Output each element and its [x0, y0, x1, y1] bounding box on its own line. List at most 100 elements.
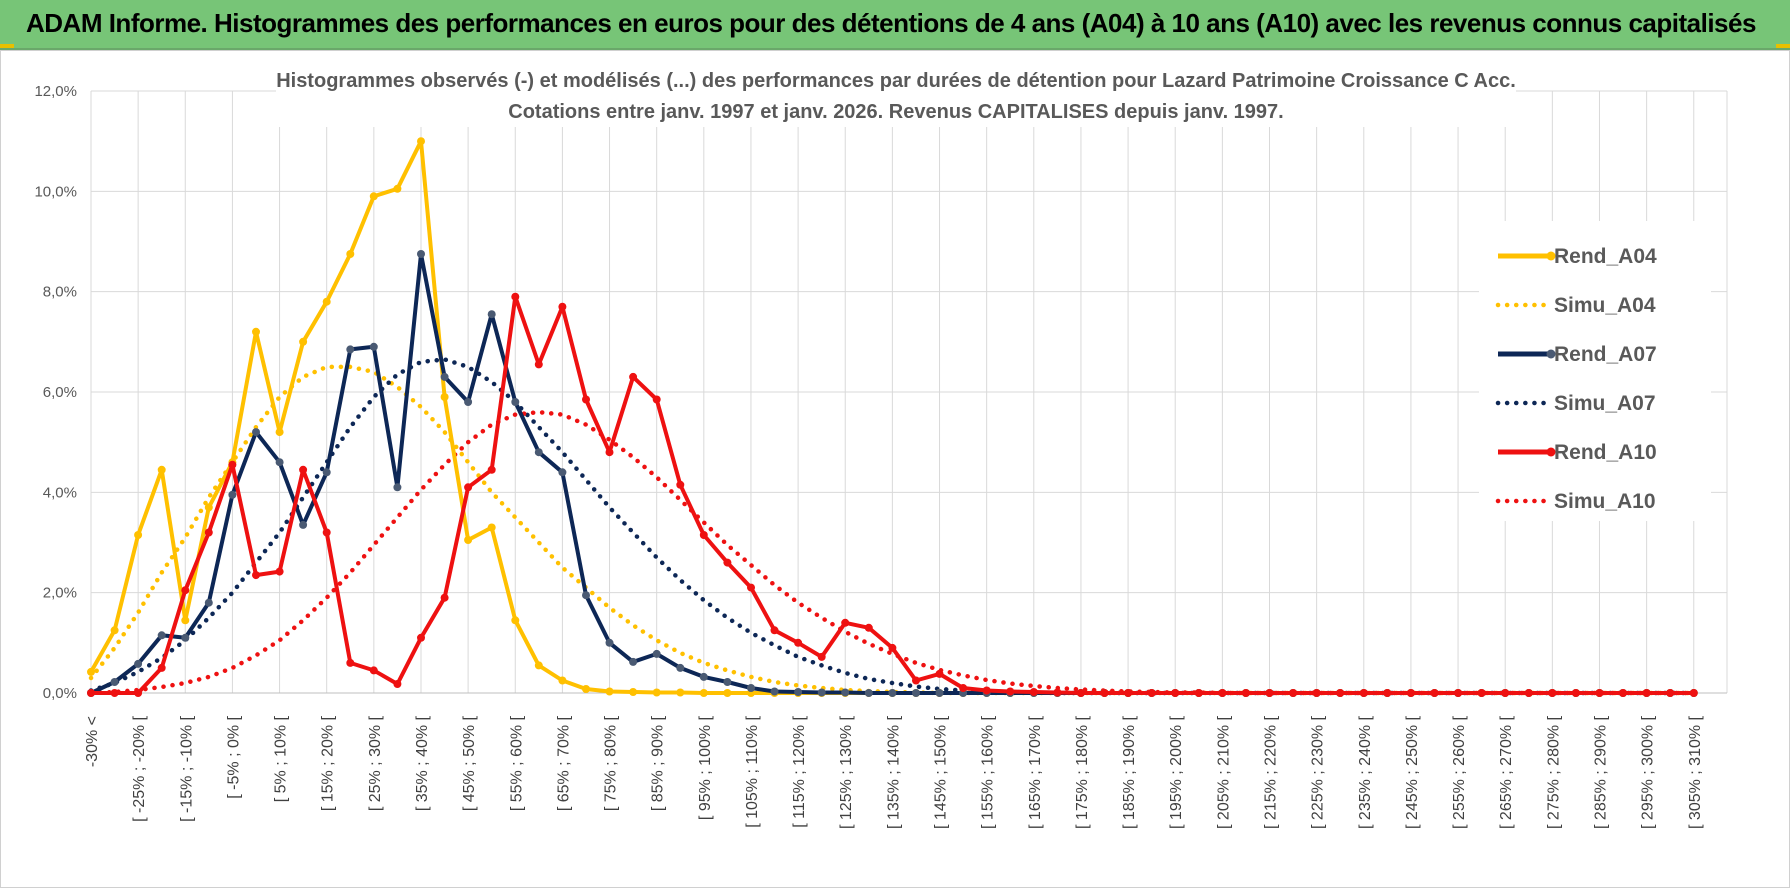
data-point-rend-a04 [440, 393, 449, 401]
data-point-rend-a07 [204, 598, 213, 607]
x-tick-label: [ -15% ; -10% [ [178, 715, 195, 821]
data-point-rend-a07 [346, 345, 355, 354]
data-point-rend-a10 [1689, 689, 1698, 697]
data-point-rend-a07 [534, 448, 543, 457]
data-point-rend-a10 [747, 583, 755, 592]
data-point-rend-a10 [1124, 689, 1133, 697]
data-point-rend-a10 [605, 448, 614, 457]
data-point-rend-a10 [1359, 689, 1368, 697]
data-point-rend-a10 [275, 567, 284, 576]
data-point-rend-a10 [346, 658, 355, 667]
data-point-rend-a07 [181, 633, 190, 642]
data-point-rend-a07 [817, 688, 826, 697]
data-point-rend-a04 [487, 523, 496, 532]
chart-title-background [276, 63, 1516, 127]
data-point-rend-a10 [1430, 689, 1439, 697]
x-tick-label: [ 225% ; 230% [ [1310, 715, 1327, 829]
data-point-rend-a10 [1171, 689, 1180, 697]
data-point-rend-a10 [912, 676, 920, 685]
data-point-rend-a07 [110, 678, 119, 686]
data-point-rend-a10 [181, 586, 190, 595]
x-tick-label: [ 35% ; 40% [ [414, 715, 431, 811]
data-point-rend-a10 [511, 292, 520, 301]
data-point-rend-a07 [605, 638, 614, 647]
gridlines [90, 90, 1728, 694]
data-point-rend-a10 [888, 643, 897, 652]
x-tick-label: [ 15% ; 20% [ [320, 715, 337, 811]
data-point-rend-a07 [417, 250, 425, 258]
data-point-rend-a10 [1454, 689, 1463, 697]
legend-label-simu-a04: Simu_A04 [1554, 294, 1656, 317]
data-point-rend-a04 [629, 688, 638, 696]
data-point-rend-a10 [794, 638, 803, 647]
data-point-rend-a04 [157, 465, 166, 474]
data-point-rend-a10 [1571, 689, 1580, 697]
data-point-rend-a10 [770, 626, 779, 635]
data-point-rend-a07 [699, 672, 708, 681]
data-point-rend-a10 [1595, 689, 1604, 697]
data-point-rend-a10 [417, 633, 425, 642]
data-point-rend-a10 [322, 528, 331, 537]
x-tick-label: [ 275% ; 280% [ [1545, 715, 1562, 829]
data-point-rend-a10 [864, 623, 873, 632]
x-tick-label: [ 305% ; 310% [ [1687, 715, 1704, 829]
data-point-rend-a10 [369, 666, 378, 675]
x-tick-label: [ 205% ; 210% [ [1215, 715, 1232, 829]
data-point-rend-a04 [511, 616, 520, 625]
data-point-rend-a04 [369, 192, 378, 201]
data-point-rend-a10 [652, 395, 661, 404]
data-point-rend-a04 [275, 428, 284, 437]
data-point-rend-a07 [393, 483, 402, 492]
banner-accent-right [1776, 44, 1790, 48]
x-tick-label: [ 145% ; 150% [ [933, 715, 950, 829]
legend-marker-rend-a07 [1546, 349, 1556, 359]
x-tick-label: [ 245% ; 250% [ [1404, 715, 1421, 829]
data-point-rend-a04 [299, 337, 308, 346]
data-point-rend-a10 [393, 680, 402, 688]
x-tick-label: [ 55% ; 60% [ [508, 715, 525, 811]
legend-background [1479, 221, 1711, 521]
chart-area: 0,0% 2,0% 4,0% 6,0% 8,0% 10,0% 12,0% -30% < [ -… [0, 50, 1790, 888]
legend-label-rend-a10: Rend_A10 [1554, 441, 1657, 464]
data-point-rend-a04 [558, 676, 567, 685]
y-tick-label: 10,0% [34, 183, 77, 200]
data-point-rend-a10 [157, 663, 166, 672]
data-point-rend-a07 [299, 520, 308, 529]
x-tick-label: [ 295% ; 300% [ [1640, 715, 1657, 829]
y-tick-label: 4,0% [43, 484, 77, 501]
chart-title-line-2: Cotations entre janv. 1997 et janv. 2026… [508, 101, 1283, 123]
data-point-rend-a10 [982, 686, 991, 695]
data-point-rend-a10 [134, 689, 143, 697]
legend-label-rend-a07: Rend_A07 [1554, 343, 1657, 366]
data-point-rend-a10 [252, 571, 260, 580]
data-point-rend-a10 [440, 593, 449, 602]
data-point-rend-a10 [1524, 689, 1533, 697]
x-tick-label: [ 135% ; 140% [ [885, 715, 902, 829]
legend-marker-rend-a10 [1546, 447, 1556, 457]
header-banner: ADAM Informe. Histogrammes des performan… [0, 0, 1790, 50]
data-point-rend-a10 [723, 558, 732, 567]
data-point-rend-a10 [228, 460, 237, 469]
data-point-rend-a07 [487, 310, 496, 319]
data-point-rend-a07 [369, 342, 378, 351]
data-point-rend-a07 [864, 689, 873, 697]
x-tick-label: [ 255% ; 260% [ [1451, 715, 1468, 829]
data-point-rend-a10 [1336, 689, 1345, 697]
data-point-rend-a10 [1265, 689, 1274, 697]
data-point-rend-a10 [1383, 689, 1392, 697]
x-tick-label: [ 185% ; 190% [ [1121, 715, 1138, 829]
data-point-rend-a10 [1619, 689, 1627, 697]
data-point-rend-a07 [723, 678, 732, 686]
data-point-rend-a10 [959, 684, 968, 692]
data-point-rend-a10 [1194, 689, 1203, 697]
data-point-rend-a04 [699, 689, 708, 697]
data-point-rend-a07 [157, 631, 166, 640]
y-tick-label: 8,0% [43, 284, 77, 301]
x-tick-label: [ 25% ; 30% [ [367, 715, 384, 811]
data-point-rend-a07 [888, 689, 897, 697]
y-tick-label: 12,0% [34, 83, 77, 100]
legend-label-simu-a10: Simu_A10 [1554, 490, 1656, 513]
data-point-rend-a10 [1312, 689, 1321, 697]
data-point-rend-a10 [204, 528, 213, 537]
x-tick-label: [ 105% ; 110% [ [744, 715, 761, 827]
